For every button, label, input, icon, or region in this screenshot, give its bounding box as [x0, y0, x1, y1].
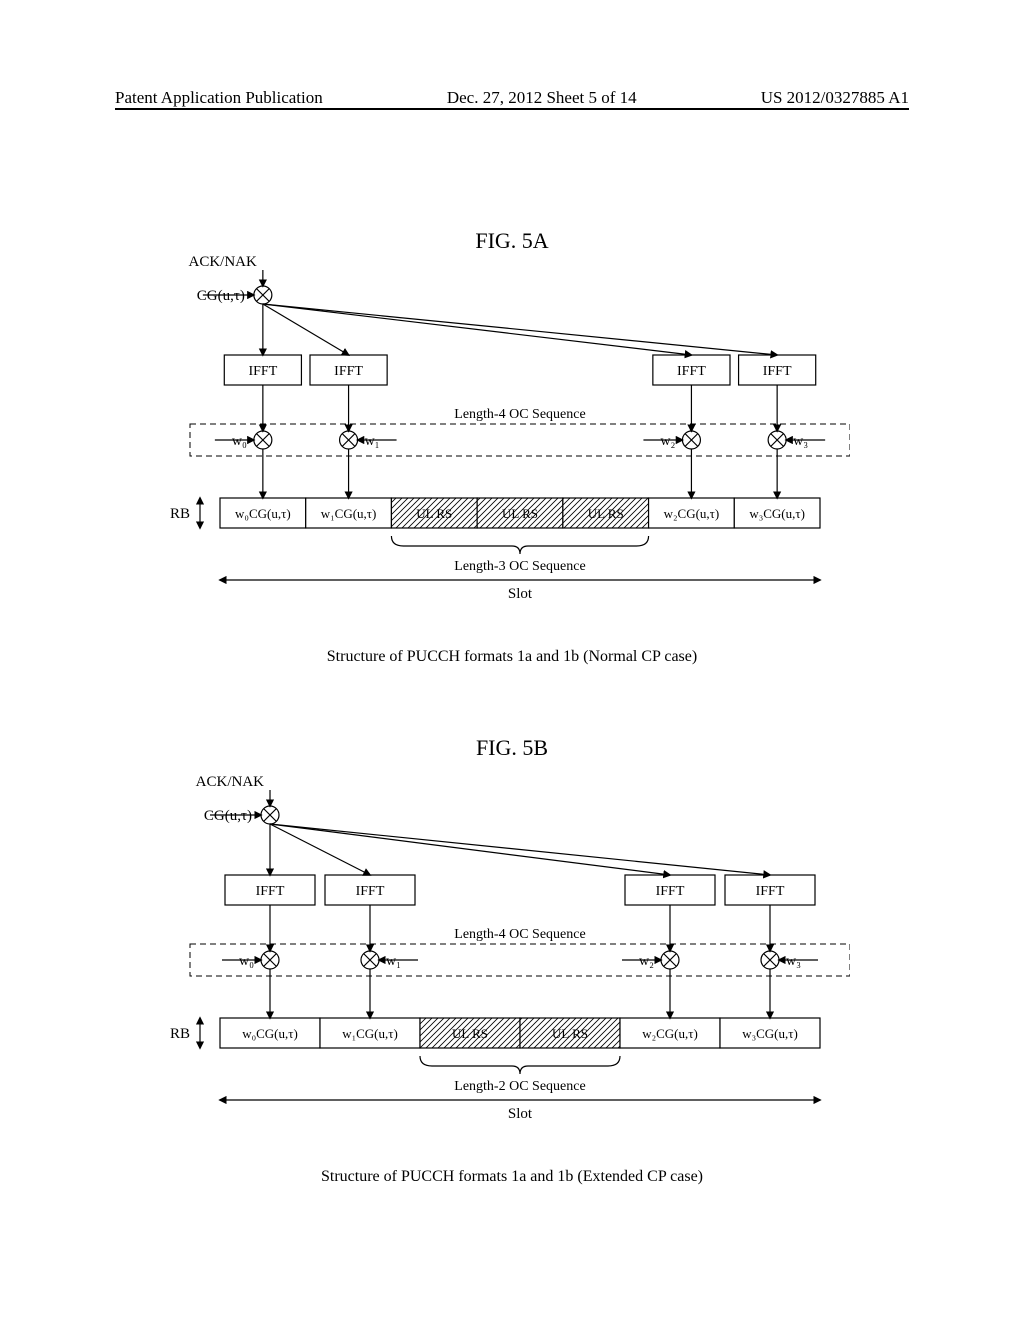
- svg-text:Length-4 OC Sequence: Length-4 OC Sequence: [454, 407, 585, 422]
- header-rule: [115, 108, 909, 110]
- svg-text:Slot: Slot: [508, 586, 533, 600]
- svg-text:IFFT: IFFT: [763, 364, 792, 379]
- svg-text:Length-3 OC Sequence: Length-3 OC Sequence: [454, 559, 585, 574]
- svg-text:w₁: w₁: [386, 954, 401, 969]
- svg-text:w₁: w₁: [365, 434, 380, 449]
- svg-text:w₀CG(u,τ): w₀CG(u,τ): [242, 1026, 298, 1041]
- svg-text:RB: RB: [170, 1026, 190, 1042]
- svg-text:IFFT: IFFT: [656, 884, 685, 899]
- svg-text:w₀CG(u,τ): w₀CG(u,τ): [235, 506, 291, 521]
- svg-text:IFFT: IFFT: [356, 884, 385, 899]
- svg-text:CG(u,τ): CG(u,τ): [204, 808, 252, 824]
- svg-text:Slot: Slot: [508, 1106, 533, 1120]
- svg-text:IFFT: IFFT: [677, 364, 706, 379]
- svg-text:w₂CG(u,τ): w₂CG(u,τ): [664, 506, 720, 521]
- figure-5b-title: FIG. 5B: [0, 735, 1024, 761]
- page-header: Patent Application Publication Dec. 27, …: [0, 88, 1024, 108]
- svg-text:UL RS: UL RS: [502, 506, 538, 521]
- svg-text:IFFT: IFFT: [248, 364, 277, 379]
- svg-text:w₃: w₃: [793, 434, 808, 449]
- svg-text:w₁CG(u,τ): w₁CG(u,τ): [342, 1026, 398, 1041]
- svg-text:CG(u,τ): CG(u,τ): [197, 288, 245, 304]
- header-center: Dec. 27, 2012 Sheet 5 of 14: [447, 88, 637, 108]
- figure-5b-caption: Structure of PUCCH formats 1a and 1b (Ex…: [0, 1168, 1024, 1186]
- svg-text:UL RS: UL RS: [452, 1026, 488, 1041]
- svg-text:w₃CG(u,τ): w₃CG(u,τ): [742, 1026, 798, 1041]
- svg-text:w₃: w₃: [786, 954, 801, 969]
- svg-text:ACK/NAK: ACK/NAK: [196, 774, 265, 790]
- svg-text:IFFT: IFFT: [256, 884, 285, 899]
- svg-text:w₃CG(u,τ): w₃CG(u,τ): [749, 506, 805, 521]
- svg-text:UL RS: UL RS: [588, 506, 624, 521]
- svg-text:Length-2 OC Sequence: Length-2 OC Sequence: [454, 1079, 585, 1094]
- header-left: Patent Application Publication: [115, 88, 323, 108]
- svg-text:IFFT: IFFT: [756, 884, 785, 899]
- figure-5a-diagram: w₀CG(u,τ)w₁CG(u,τ)UL RSUL RSUL RSw₂CG(u,…: [150, 240, 850, 600]
- figure-5b-diagram: w₀CG(u,τ)w₁CG(u,τ)UL RSUL RSw₂CG(u,τ)w₃C…: [150, 760, 850, 1120]
- svg-text:w₁CG(u,τ): w₁CG(u,τ): [321, 506, 377, 521]
- svg-text:UL RS: UL RS: [416, 506, 452, 521]
- svg-text:UL RS: UL RS: [552, 1026, 588, 1041]
- svg-text:Length-4 OC Sequence: Length-4 OC Sequence: [454, 927, 585, 942]
- svg-text:w₂: w₂: [639, 954, 654, 969]
- svg-text:w₀: w₀: [239, 954, 254, 969]
- svg-text:RB: RB: [170, 506, 190, 522]
- svg-text:w₂: w₂: [660, 434, 675, 449]
- figure-5a-caption: Structure of PUCCH formats 1a and 1b (No…: [0, 648, 1024, 666]
- header-right: US 2012/0327885 A1: [761, 88, 909, 108]
- svg-text:ACK/NAK: ACK/NAK: [189, 254, 258, 270]
- svg-text:IFFT: IFFT: [334, 364, 363, 379]
- svg-text:w₀: w₀: [232, 434, 247, 449]
- svg-text:w₂CG(u,τ): w₂CG(u,τ): [642, 1026, 698, 1041]
